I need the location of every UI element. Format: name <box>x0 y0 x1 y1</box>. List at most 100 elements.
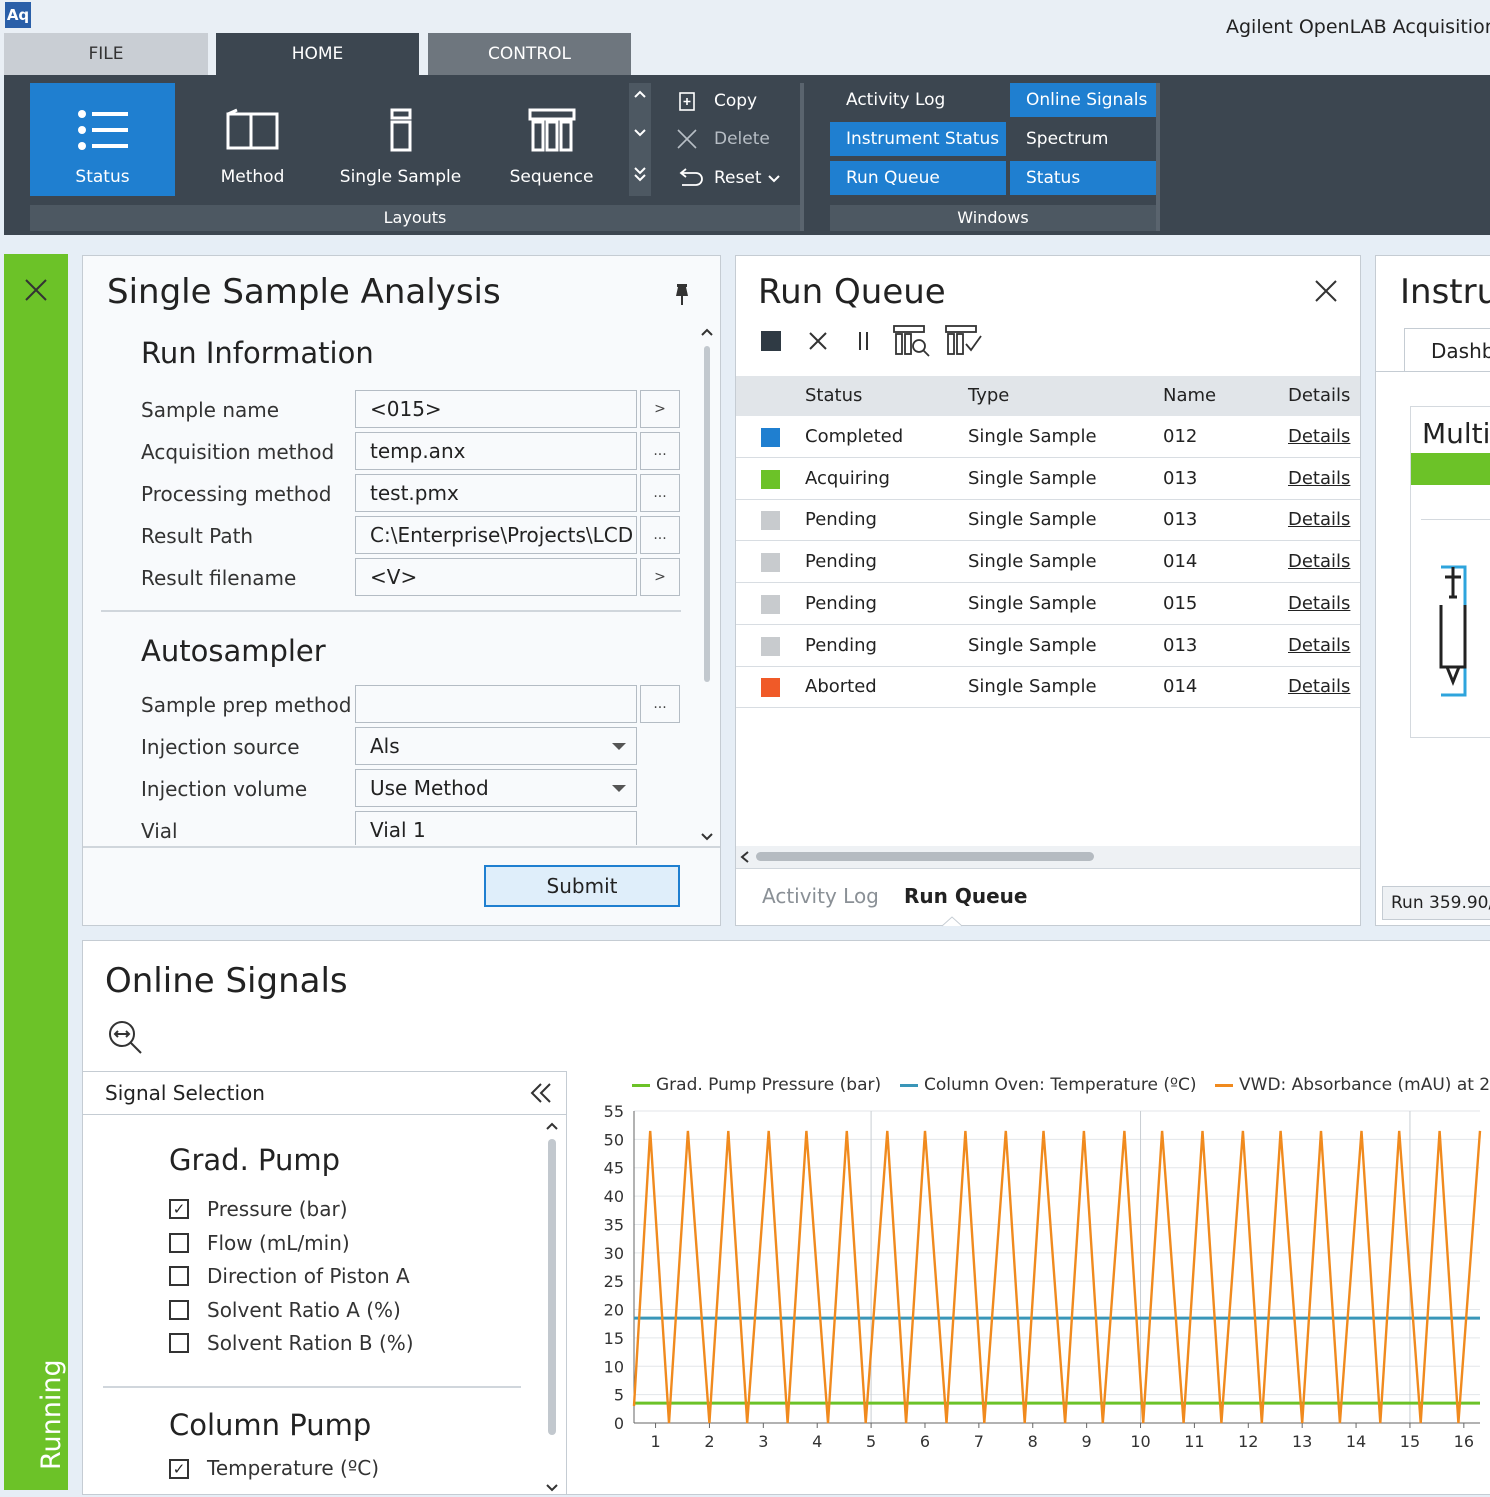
window-instrument-status-button[interactable]: Instrument Status <box>830 122 1006 156</box>
table-row[interactable]: Completed Single Sample 012 Details <box>736 416 1360 458</box>
solvent-ratio-b-checkbox[interactable] <box>169 1333 189 1353</box>
result-path-browse-button[interactable]: ... <box>640 516 680 554</box>
temperature-checkbox[interactable]: ✓ <box>169 1459 189 1479</box>
row-type: Single Sample <box>968 467 1097 489</box>
window-status-button[interactable]: Status <box>1010 161 1156 195</box>
tab-activity-log[interactable]: Activity Log <box>762 884 879 908</box>
signal-selection-title: Signal Selection <box>105 1081 265 1105</box>
injection-volume-select[interactable]: Use Method <box>355 769 637 807</box>
table-row[interactable]: Aborted Single Sample 014 Details <box>736 666 1360 709</box>
table-row[interactable]: Pending Single Sample 014 Details <box>736 541 1360 584</box>
module-card[interactable]: Multi <box>1410 406 1490 738</box>
result-path-input[interactable]: C:\Enterprise\Projects\LCD <box>355 516 637 554</box>
injection-source-label: Injection source <box>141 735 300 759</box>
tab-home[interactable]: HOME <box>216 33 419 75</box>
zoom-out-icon[interactable] <box>107 1019 143 1055</box>
column-status[interactable]: Status <box>805 385 863 406</box>
row-details-link[interactable]: Details <box>1288 467 1351 489</box>
direction-of-piston-a-label: Direction of Piston A <box>207 1264 410 1288</box>
sample-prep-method-input[interactable] <box>355 685 637 723</box>
legend-item-temperature[interactable]: Column Oven: Temperature (ºC) <box>900 1075 1197 1095</box>
sample-prep-method-browse-button[interactable]: ... <box>640 685 680 723</box>
tab-file[interactable]: FILE <box>4 33 208 75</box>
tab-run-queue[interactable]: Run Queue <box>904 884 1028 908</box>
close-icon[interactable] <box>1314 279 1338 303</box>
collapse-icon[interactable] <box>529 1082 553 1104</box>
window-run-queue-button[interactable]: Run Queue <box>830 161 1006 195</box>
form-scrollbar[interactable] <box>699 326 715 846</box>
stop-icon[interactable] <box>761 331 781 351</box>
flow-checkbox[interactable] <box>169 1233 189 1253</box>
solvent-ratio-a-label: Solvent Ratio A (%) <box>207 1298 401 1322</box>
solvent-ratio-a-checkbox[interactable] <box>169 1300 189 1320</box>
row-details-link[interactable]: Details <box>1288 592 1351 614</box>
window-spectrum-button[interactable]: Spectrum <box>1026 129 1109 149</box>
direction-of-piston-a-checkbox[interactable] <box>169 1266 189 1286</box>
module-status-strip <box>1411 453 1490 485</box>
instrument-status-panel: Instru Dashb Multi Run 359.90/ <box>1375 255 1490 926</box>
table-row[interactable]: Pending Single Sample 015 Details <box>736 583 1360 625</box>
table-row[interactable]: Pending Single Sample 013 Details <box>736 499 1360 542</box>
layout-status-button[interactable]: Status <box>30 83 175 196</box>
status-swatch <box>761 678 780 698</box>
view-queue-icon[interactable] <box>892 324 932 358</box>
row-type: Single Sample <box>968 634 1097 656</box>
horizontal-scrollbar[interactable] <box>736 846 1360 868</box>
layout-single-sample-button[interactable]: Single Sample <box>328 83 473 196</box>
result-filename-next-button[interactable]: > <box>640 558 680 596</box>
acquisition-method-input[interactable]: temp.anx <box>355 432 637 470</box>
tab-dashboard[interactable]: Dashb <box>1404 328 1490 372</box>
single-sample-panel: Single Sample Analysis Run Information S… <box>82 255 721 926</box>
row-details-link[interactable]: Details <box>1288 551 1351 573</box>
row-name: 012 <box>1163 426 1198 447</box>
signal-list-scrollbar[interactable] <box>543 1117 561 1493</box>
divider <box>101 610 681 612</box>
row-details-link[interactable]: Details <box>1288 634 1351 656</box>
tab-control[interactable]: CONTROL <box>428 33 631 75</box>
row-details-link[interactable]: Details <box>1288 426 1351 447</box>
window-online-signals-button[interactable]: Online Signals <box>1010 83 1156 117</box>
legend-label: Grad. Pump Pressure (bar) <box>656 1075 882 1095</box>
processing-method-input[interactable]: test.pmx <box>355 474 637 512</box>
processing-method-browse-button[interactable]: ... <box>640 474 680 512</box>
acquisition-method-browse-button[interactable]: ... <box>640 432 680 470</box>
abort-icon[interactable] <box>808 331 828 351</box>
divider <box>736 868 1360 869</box>
legend-item-pressure[interactable]: Grad. Pump Pressure (bar) <box>632 1075 881 1095</box>
layout-scroller[interactable] <box>629 83 651 196</box>
row-status: Aborted <box>805 676 877 698</box>
injection-source-value: Als <box>370 734 400 758</box>
sample-name-input[interactable]: <015> <box>355 390 637 428</box>
x-tick-label: 7 <box>974 1432 984 1451</box>
sample-name-next-button[interactable]: > <box>640 390 680 428</box>
y-tick-label: 35 <box>604 1215 624 1234</box>
row-details-link[interactable]: Details <box>1288 509 1351 531</box>
submit-button[interactable]: Submit <box>484 865 680 907</box>
table-row[interactable]: Acquiring Single Sample 013 Details <box>736 458 1360 500</box>
vial-input[interactable]: Vial 1 <box>355 811 637 845</box>
pin-icon[interactable] <box>673 282 691 306</box>
table-row[interactable]: Pending Single Sample 013 Details <box>736 625 1360 667</box>
y-tick-label: 30 <box>604 1244 624 1263</box>
legend-item-absorbance[interactable]: VWD: Absorbance (mAU) at 25 <box>1215 1075 1490 1095</box>
scroll-left-icon <box>740 851 1094 863</box>
row-details-link[interactable]: Details <box>1288 676 1351 698</box>
column-name[interactable]: Name <box>1163 385 1217 406</box>
layout-method-button[interactable]: Method <box>180 83 325 196</box>
column-type[interactable]: Type <box>968 385 1010 406</box>
series-absorbance-line[interactable] <box>632 1130 1482 1424</box>
pressure-checkbox[interactable]: ✓ <box>169 1199 189 1219</box>
divider <box>1376 371 1490 372</box>
column-details[interactable]: Details <box>1288 385 1351 406</box>
injection-source-select[interactable]: Als <box>355 727 637 765</box>
row-name: 013 <box>1163 467 1198 489</box>
close-icon[interactable] <box>24 278 48 302</box>
approve-queue-icon[interactable] <box>944 324 984 358</box>
pause-icon[interactable] <box>856 331 872 351</box>
result-filename-input[interactable]: <V> <box>355 558 637 596</box>
layout-sequence-button[interactable]: Sequence <box>479 83 624 196</box>
ribbon-divider <box>1156 83 1160 231</box>
window-activity-log-button[interactable]: Activity Log <box>846 90 946 110</box>
chevron-down-icon <box>768 175 780 183</box>
